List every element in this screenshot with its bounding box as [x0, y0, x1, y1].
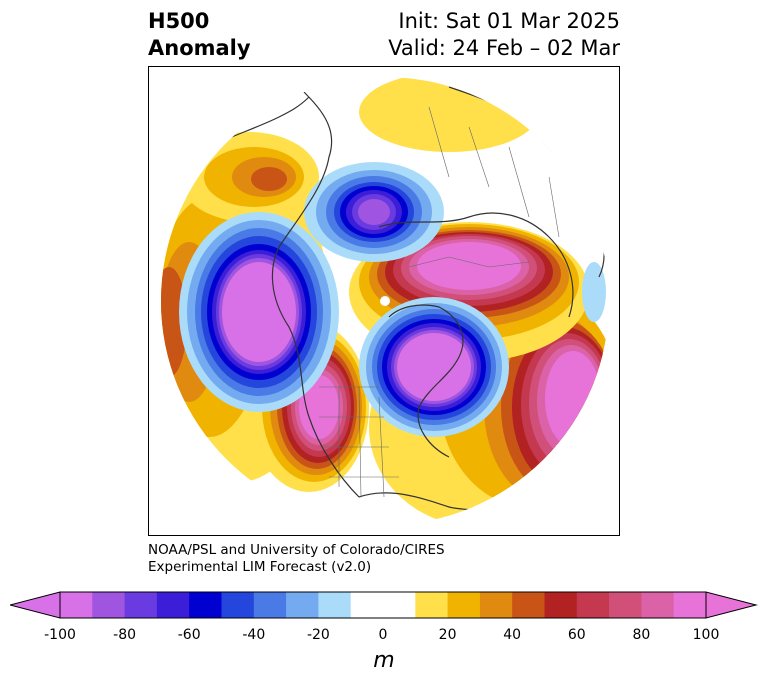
- colorbar-cell: [673, 592, 707, 618]
- colorbar-extend-high: [705, 591, 758, 619]
- colorbar-cell: [286, 592, 319, 618]
- colorbar-cell: [92, 592, 126, 618]
- colorbar-tick-label: 80: [632, 627, 651, 643]
- colorbar-cell: [544, 592, 578, 618]
- colorbar-cell: [383, 592, 416, 618]
- anomaly-field: [161, 77, 609, 525]
- colorbar-cell: [641, 592, 675, 618]
- credit-text: NOAA/PSL and University of Colorado/CIRE…: [148, 542, 445, 576]
- colorbar-tick-label: 60: [567, 627, 586, 643]
- north-pole-marker: [380, 296, 390, 306]
- anomaly-map: [148, 66, 620, 536]
- colorbar-tick-label: -60: [177, 627, 201, 643]
- colorbar-cell: [124, 592, 158, 618]
- title-field: Anomaly: [148, 36, 251, 60]
- title-variable: H500: [148, 9, 210, 33]
- colorbar-cell: [253, 592, 287, 618]
- plot-dates: Init: Sat 01 Mar 2025 Valid: 24 Feb – 02…: [388, 8, 620, 62]
- valid-range: Valid: 24 Feb – 02 Mar: [388, 36, 620, 60]
- colorbar-tick-label: -80: [113, 627, 137, 643]
- plot-title: H500 Anomaly: [148, 8, 251, 62]
- colorbar-cell: [415, 592, 449, 618]
- colorbar-cell: [609, 592, 642, 618]
- map-svg: [161, 77, 609, 525]
- colorbar-cell: [447, 592, 481, 618]
- colorbar-tick-label: 100: [692, 627, 720, 643]
- colorbar-cell: [60, 592, 93, 618]
- colorbar-cells: [60, 592, 707, 618]
- colorbar-cell: [576, 592, 610, 618]
- colorbar-cell: [156, 592, 190, 618]
- colorbar-cell: [350, 592, 384, 618]
- colorbar-unit: m: [373, 648, 395, 673]
- init-date: Init: Sat 01 Mar 2025: [398, 9, 620, 33]
- borders: [319, 106, 560, 498]
- colorbar-tick-label: 40: [503, 627, 522, 643]
- colorbar: [10, 591, 758, 619]
- credit-line-1: NOAA/PSL and University of Colorado/CIRE…: [148, 542, 445, 558]
- colorbar-outline: [59, 591, 707, 619]
- colorbar-tick-label: -100: [44, 627, 76, 643]
- colorbar-cell: [221, 592, 255, 618]
- colorbar-tick-label: 20: [438, 627, 457, 643]
- colorbar-tick-label: -40: [242, 627, 266, 643]
- colorbar-extend-low: [10, 591, 61, 619]
- colorbar-cell: [318, 592, 352, 618]
- colorbar-cell: [189, 592, 222, 618]
- colorbar-cell: [479, 592, 513, 618]
- colorbar-tick-label: 0: [378, 627, 388, 643]
- credit-line-2: Experimental LIM Forecast (v2.0): [148, 559, 372, 575]
- colorbar-tick-label: -20: [306, 627, 330, 643]
- colorbar-cell: [512, 592, 545, 618]
